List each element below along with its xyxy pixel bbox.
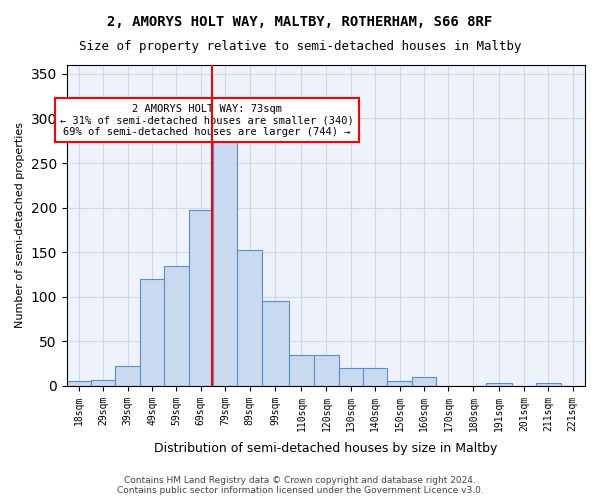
Text: Contains HM Land Registry data © Crown copyright and database right 2024.
Contai: Contains HM Land Registry data © Crown c… bbox=[116, 476, 484, 495]
Text: 2, AMORYS HOLT WAY, MALTBY, ROTHERHAM, S66 8RF: 2, AMORYS HOLT WAY, MALTBY, ROTHERHAM, S… bbox=[107, 15, 493, 29]
Bar bbox=[238, 250, 262, 386]
Bar bbox=[188, 210, 213, 386]
Bar bbox=[213, 136, 238, 386]
Bar bbox=[536, 383, 560, 386]
Text: Size of property relative to semi-detached houses in Maltby: Size of property relative to semi-detach… bbox=[79, 40, 521, 53]
Bar bbox=[314, 354, 338, 386]
Bar bbox=[115, 366, 140, 386]
Bar bbox=[164, 266, 188, 386]
Bar bbox=[412, 377, 436, 386]
Bar bbox=[262, 301, 289, 386]
Text: 2 AMORYS HOLT WAY: 73sqm
← 31% of semi-detached houses are smaller (340)
69% of : 2 AMORYS HOLT WAY: 73sqm ← 31% of semi-d… bbox=[60, 104, 353, 136]
Bar bbox=[140, 279, 164, 386]
X-axis label: Distribution of semi-detached houses by size in Maltby: Distribution of semi-detached houses by … bbox=[154, 442, 497, 455]
Bar bbox=[91, 380, 115, 386]
Bar bbox=[67, 382, 91, 386]
Bar bbox=[289, 354, 314, 386]
Bar bbox=[388, 380, 412, 386]
Bar bbox=[486, 383, 512, 386]
Bar bbox=[338, 368, 363, 386]
Bar bbox=[363, 368, 388, 386]
Y-axis label: Number of semi-detached properties: Number of semi-detached properties bbox=[15, 122, 25, 328]
